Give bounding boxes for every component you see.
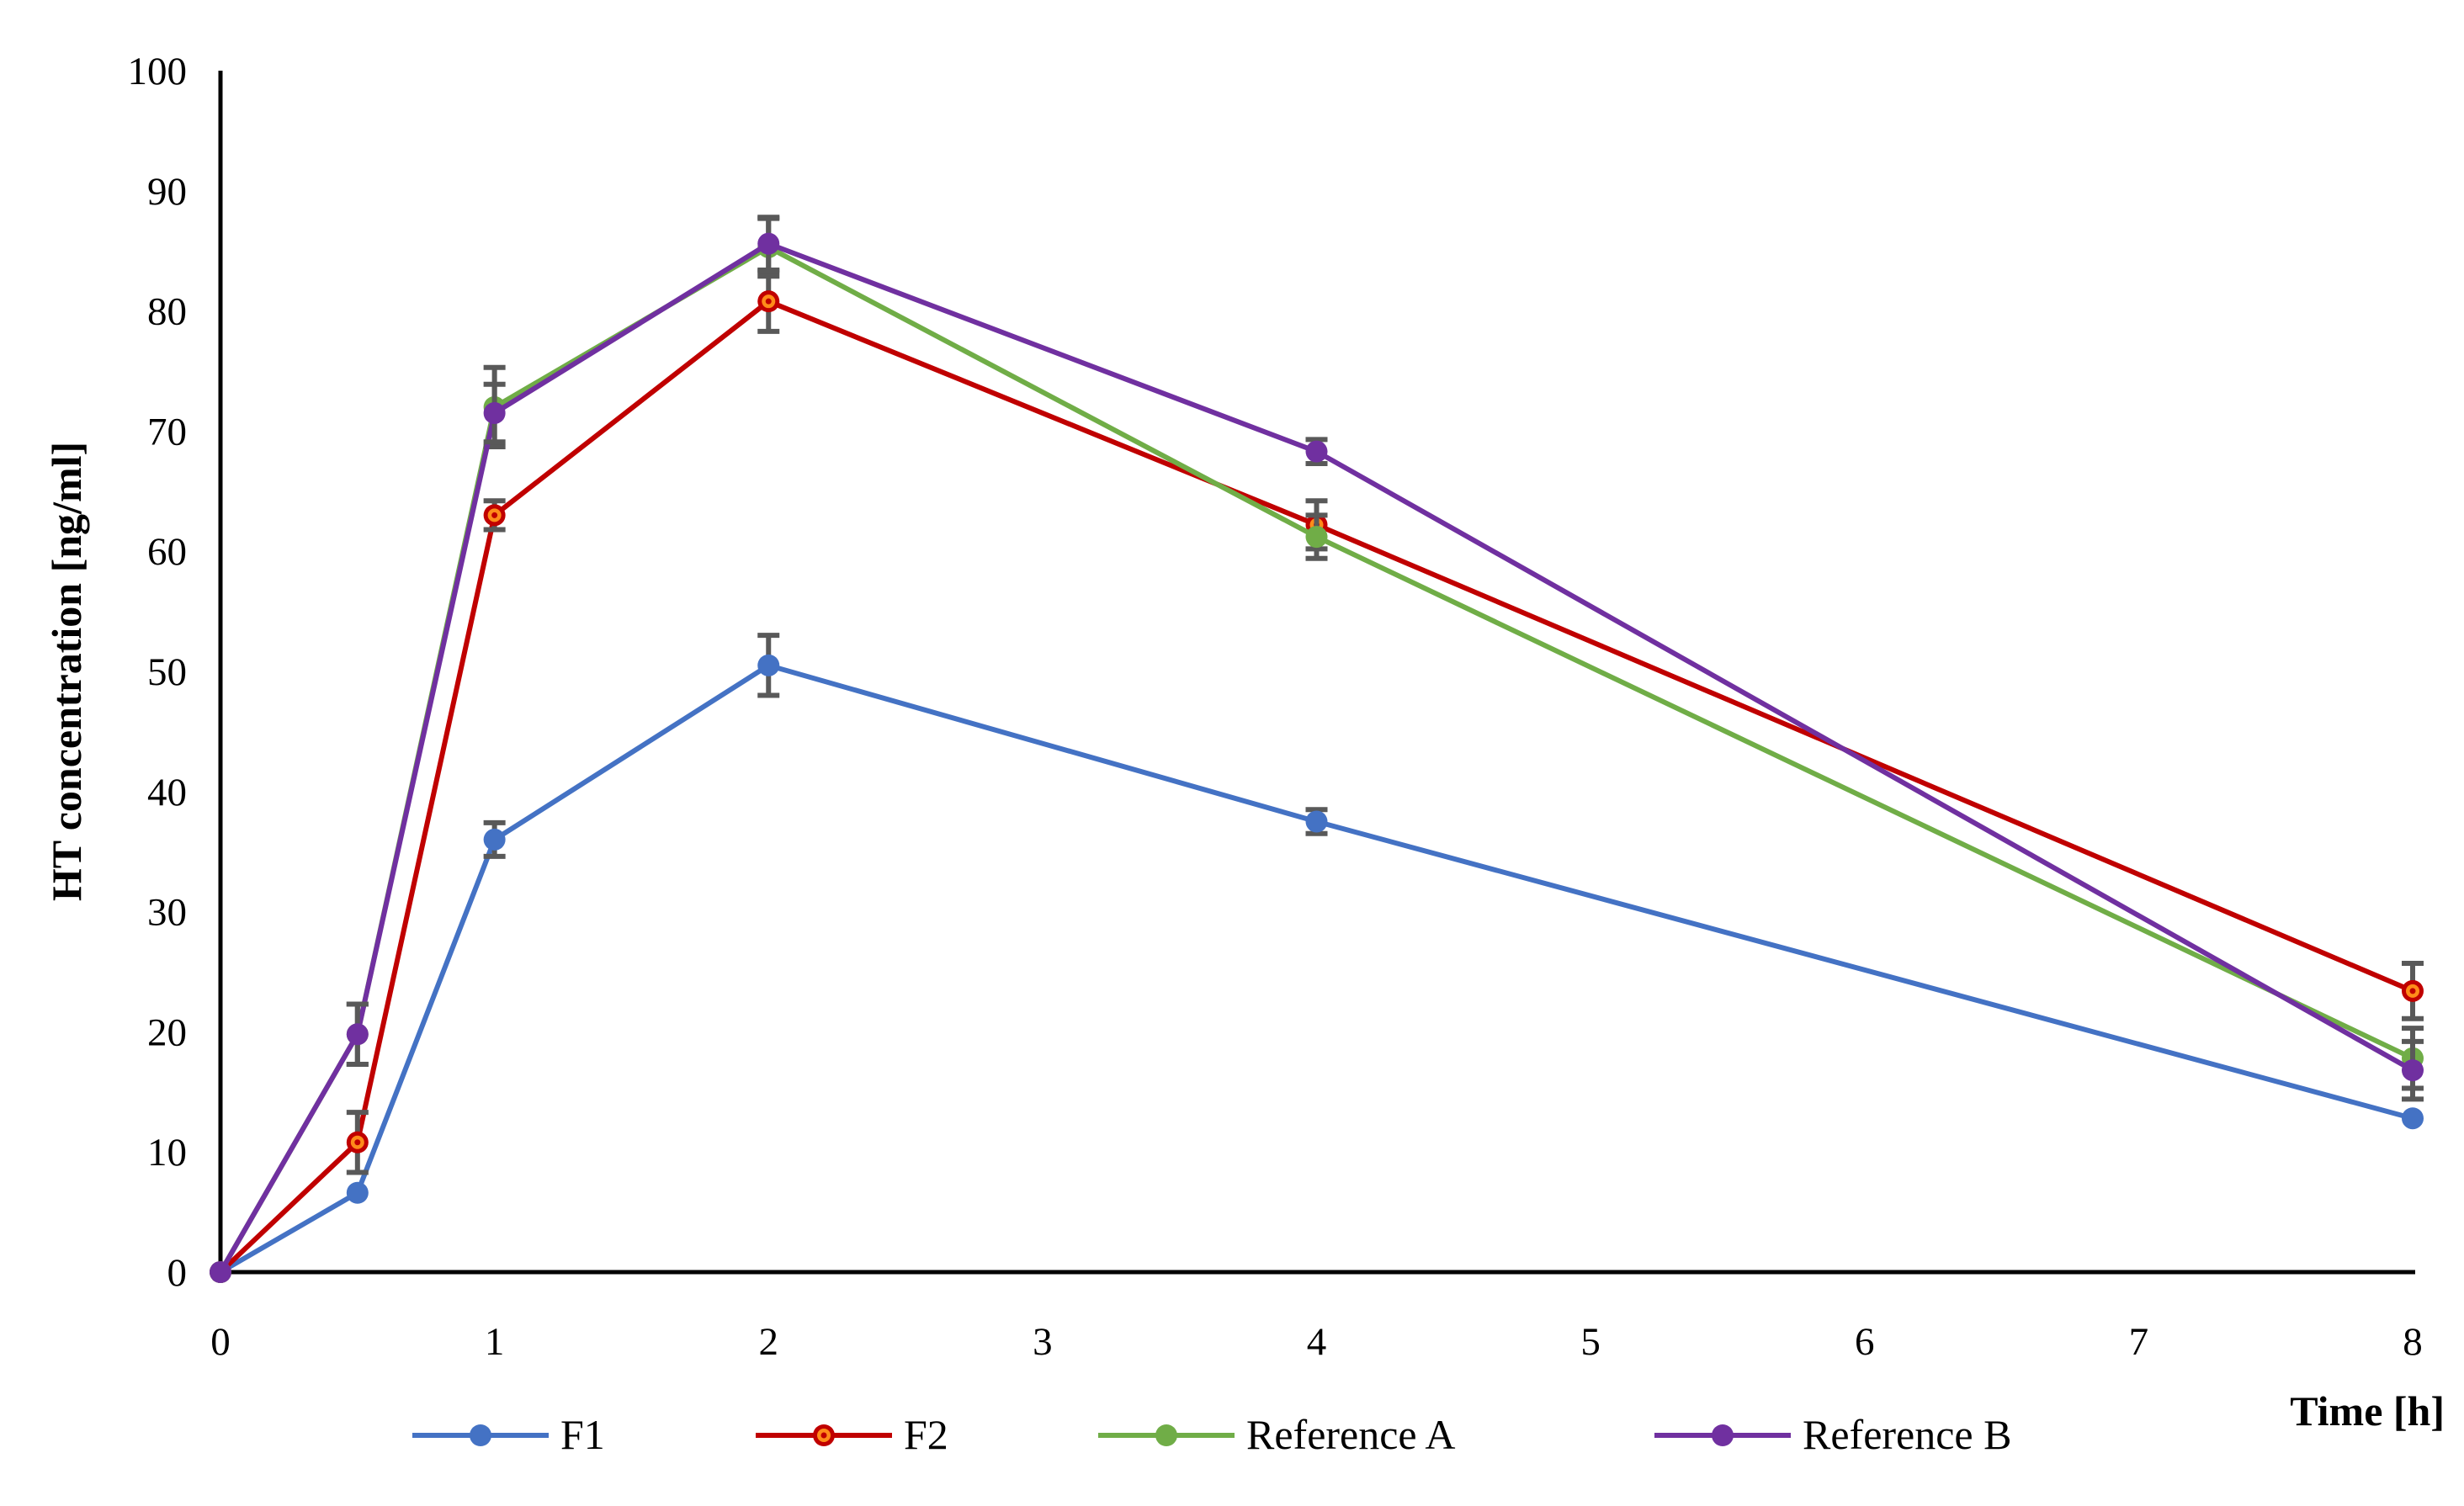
legend-item: Reference A	[1098, 1411, 1455, 1458]
data-point	[483, 401, 506, 424]
legend-label: F2	[904, 1411, 948, 1458]
y-tick-label: 50	[147, 650, 187, 694]
data-point-dot	[765, 298, 772, 305]
y-tick-label: 40	[147, 771, 187, 814]
y-tick-label: 10	[147, 1131, 187, 1175]
legend-swatch-marker	[470, 1424, 491, 1446]
legend-label: F1	[560, 1411, 605, 1458]
legend-label: Reference A	[1246, 1411, 1455, 1458]
legend-swatch-marker	[1712, 1424, 1734, 1446]
y-tick-label: 30	[147, 891, 187, 935]
series-f2	[210, 268, 2424, 1283]
data-point-dot	[491, 512, 498, 518]
series-reference-b	[210, 215, 2424, 1283]
y-tick-label: 0	[167, 1251, 188, 1295]
legend: F1 F2 Reference A Reference B	[412, 1411, 2011, 1458]
legend-item: F2	[756, 1411, 948, 1458]
x-tick-label: 6	[1855, 1320, 1875, 1364]
legend-item: F1	[412, 1411, 605, 1458]
x-tick-label: 7	[2129, 1320, 2149, 1364]
data-point	[1305, 526, 1328, 549]
series-line	[218, 299, 2414, 1275]
data-point	[346, 1023, 369, 1046]
y-tick-label: 60	[147, 530, 187, 574]
x-tick-label: 2	[759, 1320, 779, 1364]
data-point-dot	[2409, 988, 2416, 994]
x-tick-label: 3	[1033, 1320, 1053, 1364]
x-tick-label: 1	[485, 1320, 505, 1364]
legend-label: Reference B	[1803, 1411, 2011, 1458]
y-tick-label: 70	[147, 410, 187, 453]
x-tick-label: 4	[1307, 1320, 1327, 1364]
x-tick-label: 8	[2403, 1320, 2423, 1364]
axes: 0 10 20 30 40 50 60 70 80 90 100 0 1 2 3 4 5 6 7 8 HT conc…	[43, 50, 2445, 1434]
x-tick-label: 5	[1580, 1320, 1601, 1364]
legend-swatch-dot	[820, 1432, 827, 1439]
y-tick-label: 80	[147, 290, 187, 334]
series-line	[218, 244, 2414, 1274]
data-point	[2402, 1107, 2424, 1130]
data-point-dot	[354, 1139, 361, 1146]
data-point	[2402, 1059, 2424, 1082]
data-point	[1305, 440, 1328, 463]
data-point	[483, 828, 506, 851]
legend-item: Reference B	[1654, 1411, 2011, 1458]
y-tick-labels: 0 10 20 30 40 50 60 70 80 90 100	[128, 50, 188, 1295]
series-line	[218, 241, 2414, 1274]
series-f1	[210, 633, 2424, 1283]
x-tick-labels: 0 1 2 3 4 5 6 7 8	[210, 1320, 2423, 1364]
data-point	[757, 232, 780, 255]
series-line	[219, 662, 2414, 1275]
y-axis-title: HT concentration [ng/ml]	[43, 442, 90, 901]
series-reference-a	[210, 215, 2424, 1283]
y-tick-label: 20	[147, 1010, 187, 1054]
x-axis-title: Time [h]	[2290, 1387, 2445, 1434]
data-point	[346, 1181, 369, 1204]
legend-swatch-marker	[1155, 1424, 1177, 1446]
data-point	[757, 654, 780, 676]
plot-area	[210, 215, 2424, 1283]
data-point	[1305, 810, 1328, 833]
y-tick-label: 100	[128, 50, 188, 93]
y-tick-label: 90	[147, 170, 187, 214]
data-point	[210, 1261, 231, 1283]
x-tick-label: 0	[210, 1320, 231, 1364]
